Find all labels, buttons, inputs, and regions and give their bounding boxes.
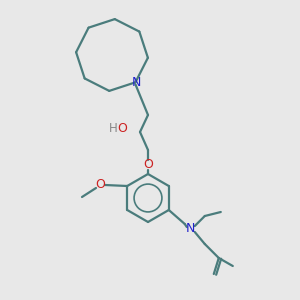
Text: N: N (186, 223, 196, 236)
Text: O: O (117, 122, 127, 134)
Text: O: O (95, 178, 105, 191)
Text: H: H (109, 122, 117, 134)
Text: N: N (132, 76, 141, 89)
Text: O: O (143, 158, 153, 172)
